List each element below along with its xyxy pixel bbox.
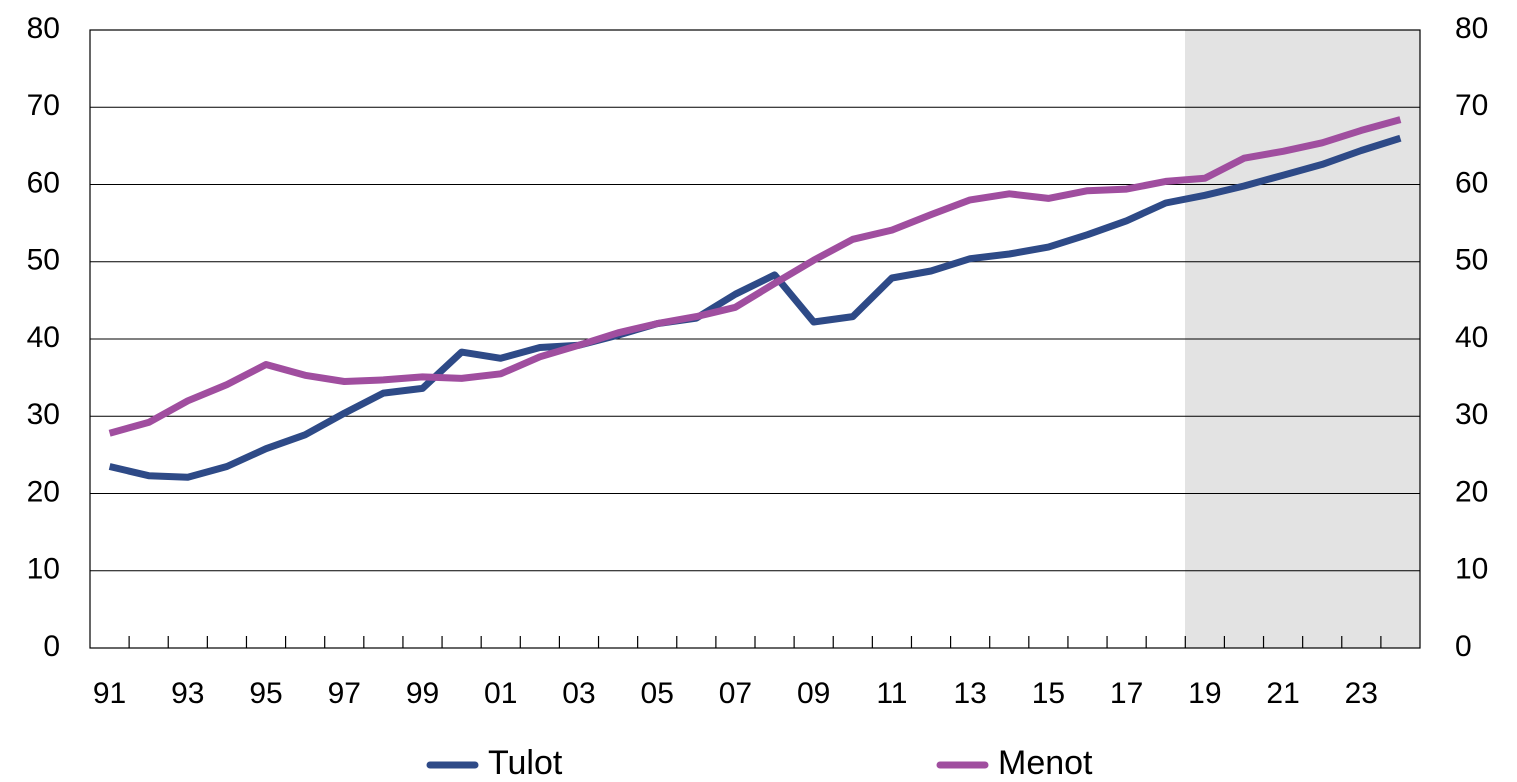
x-tick-label: 07 (719, 677, 752, 710)
y2-tick-label: 20 (1455, 475, 1488, 508)
x-tick-label: 21 (1266, 677, 1299, 710)
x-tick-label: 15 (1032, 677, 1065, 710)
x-tick-label: 05 (641, 677, 674, 710)
y-tick-label: 60 (27, 166, 60, 199)
y-tick-label: 10 (27, 553, 60, 586)
x-tick-label: 23 (1345, 677, 1378, 710)
y-tick-label: 0 (43, 630, 60, 663)
y-tick-label: 40 (27, 321, 60, 354)
legend-label: Menot (998, 744, 1093, 782)
y2-tick-label: 0 (1455, 630, 1472, 663)
y-tick-label: 50 (27, 244, 60, 277)
y-tick-label: 20 (27, 475, 60, 508)
x-tick-label: 99 (406, 677, 439, 710)
y2-tick-label: 70 (1455, 89, 1488, 122)
x-tick-label: 17 (1110, 677, 1143, 710)
series-line (108, 116, 1402, 437)
y2-tick-label: 60 (1455, 166, 1488, 199)
series-line (108, 134, 1402, 481)
plot-frame (89, 29, 1421, 649)
legend-label: Tulot (488, 744, 563, 782)
y-tick-label: 70 (27, 89, 60, 122)
y-tick-label: 80 (27, 12, 60, 45)
y2-tick-label: 30 (1455, 398, 1488, 431)
y-tick-label: 30 (27, 398, 60, 431)
x-tick-label: 03 (562, 677, 595, 710)
x-tick-label: 11 (876, 677, 907, 710)
x-tick-label: 97 (328, 677, 361, 710)
x-tick-label: 91 (93, 677, 126, 710)
y2-tick-label: 80 (1455, 12, 1488, 45)
y2-tick-label: 10 (1455, 553, 1488, 586)
x-tick-label: 01 (484, 677, 517, 710)
x-tick-label: 95 (249, 677, 282, 710)
y2-tick-label: 50 (1455, 244, 1488, 277)
x-tick-label: 93 (171, 677, 204, 710)
x-tick-label: 19 (1188, 677, 1221, 710)
x-tick-label: 13 (953, 677, 986, 710)
y2-tick-label: 40 (1455, 321, 1488, 354)
x-tick-label: 09 (797, 677, 830, 710)
